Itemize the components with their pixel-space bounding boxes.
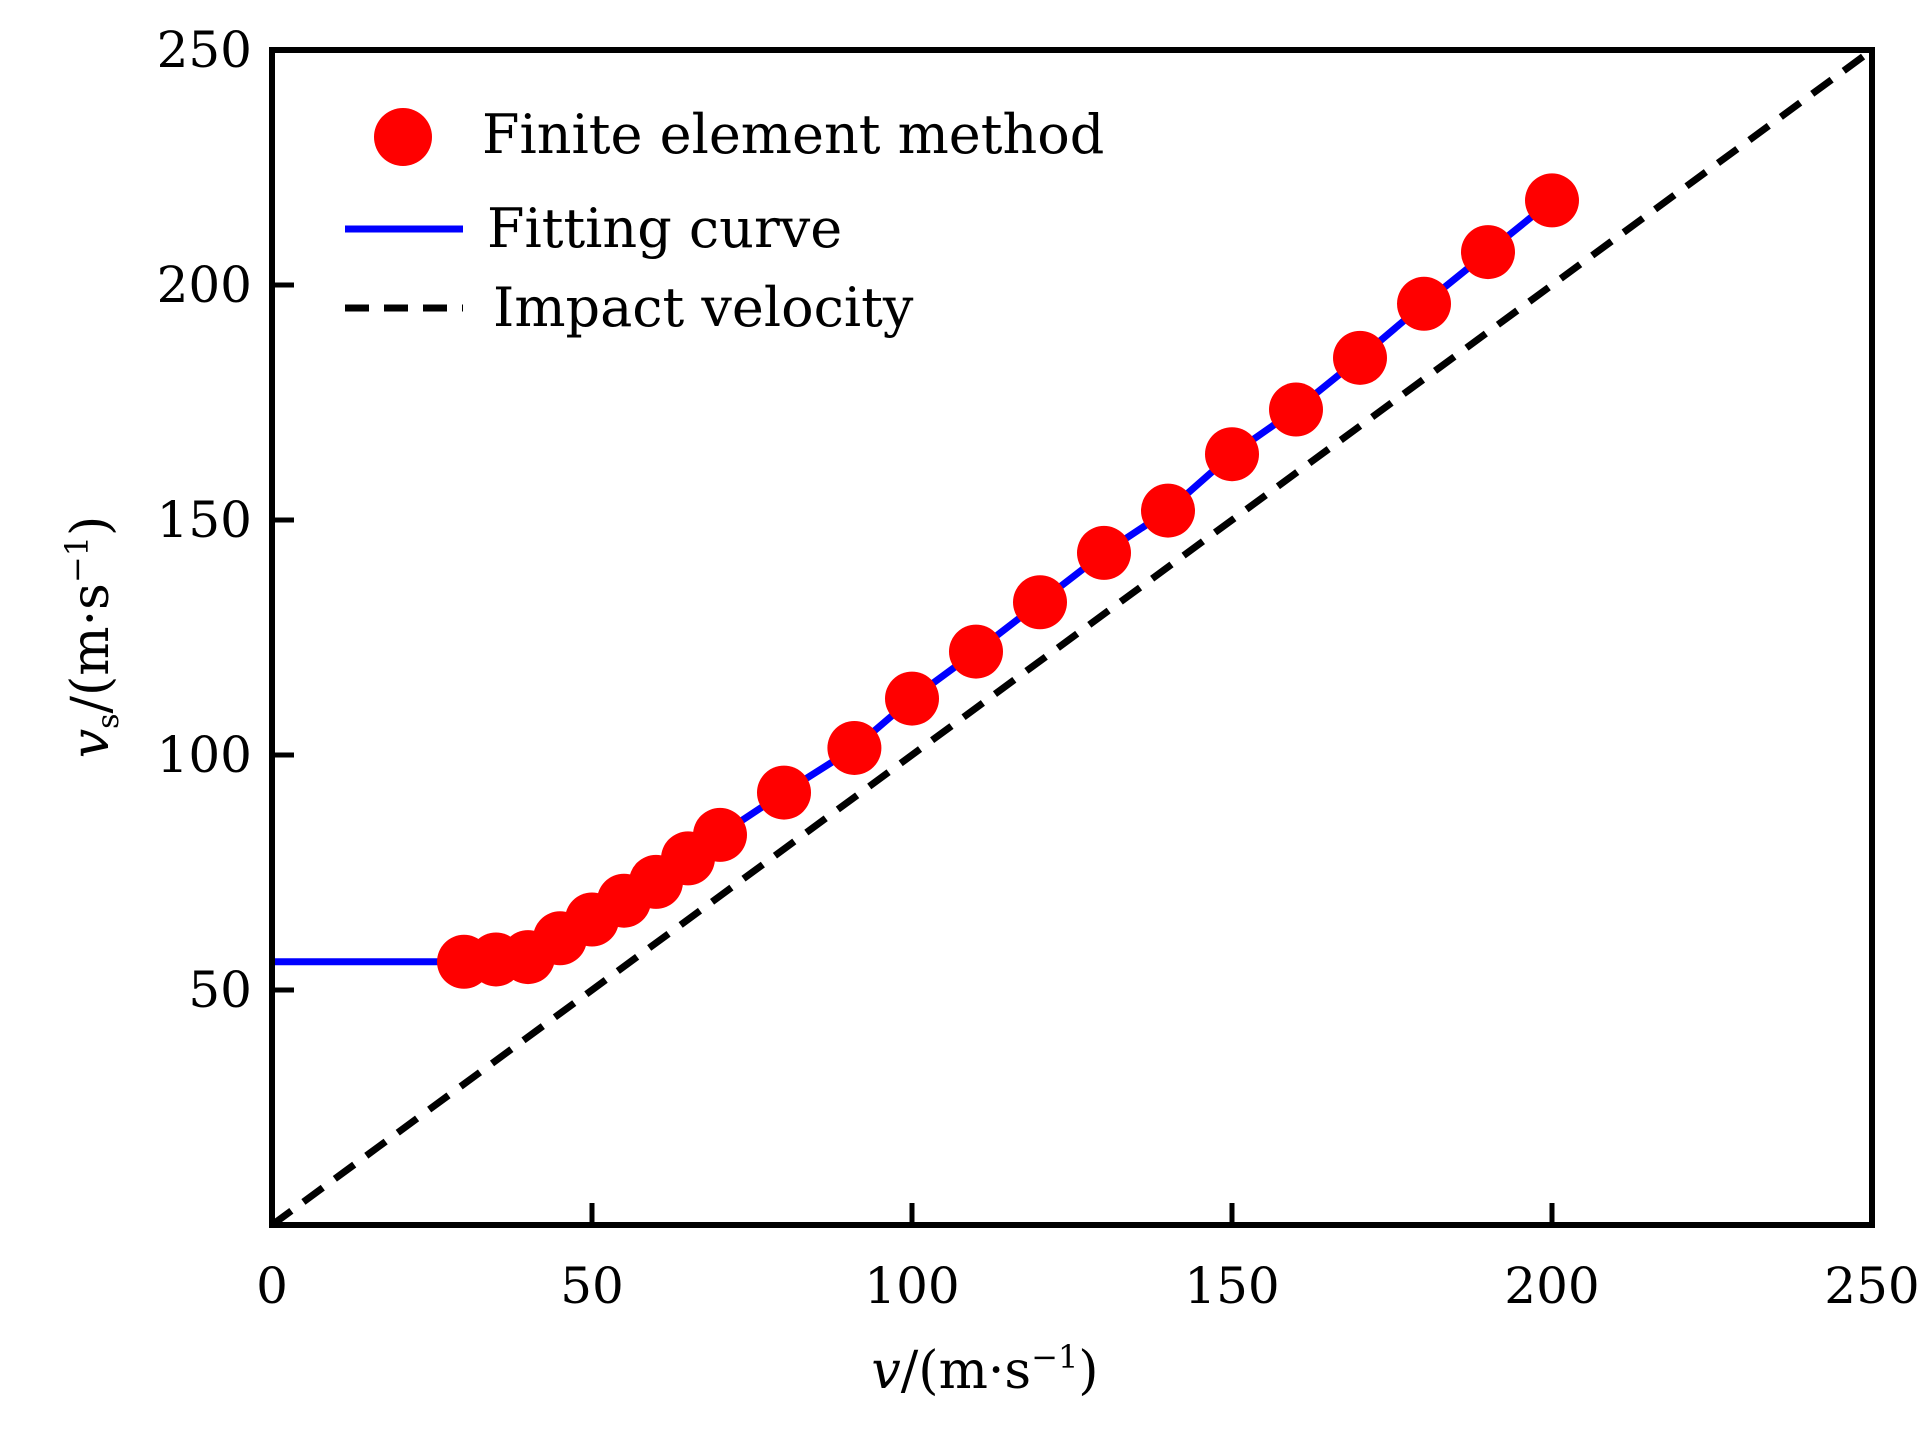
y-axis-label-close: ): [61, 516, 121, 536]
x-axis-label-unit: /(m·s: [901, 1341, 1031, 1401]
series-layer: [272, 50, 1872, 1225]
x-tick-label: 100: [864, 1257, 959, 1315]
x-axis-label-var: v: [871, 1341, 900, 1401]
x-tick-label: 250: [1824, 1257, 1919, 1315]
y-axis-label-unit: /(m·s: [61, 583, 121, 713]
legend-marker-fem: [374, 108, 432, 166]
x-axis-label-sup: −1: [1031, 1338, 1078, 1376]
legend-label-fitting: Fitting curve: [487, 197, 842, 260]
fem-point: [1013, 575, 1067, 630]
fem-point: [757, 765, 811, 820]
fem-point: [1141, 483, 1195, 538]
impact-velocity-line: [272, 50, 1872, 1225]
fem-point: [1461, 225, 1515, 280]
legend: Finite element method Fitting curve Impa…: [345, 103, 1104, 339]
fem-point: [1397, 276, 1451, 331]
x-tick-label: 0: [256, 1257, 288, 1315]
legend-label-fem: Finite element method: [482, 103, 1104, 166]
y-tick-label: 200: [157, 256, 252, 314]
x-tick-label: 200: [1504, 1257, 1599, 1315]
y-axis-label-sup: −1: [58, 536, 96, 583]
y-axis-label: vs/(m·s−1): [58, 516, 126, 759]
ticks-layer: 0 50 100 150 200 250 50 100 150 200 250: [157, 21, 1920, 1315]
fem-point: [1205, 427, 1259, 482]
y-tick-label: 150: [157, 491, 252, 549]
fem-point: [827, 720, 882, 775]
fem-point: [949, 624, 1003, 679]
x-axis-label-close: ): [1078, 1341, 1098, 1401]
y-tick-label: 50: [188, 961, 252, 1019]
fem-point: [885, 671, 939, 726]
x-tick-label: 50: [560, 1257, 624, 1315]
fem-point: [1269, 382, 1323, 437]
y-axis-label-sub: s: [91, 714, 126, 729]
x-tick-label: 150: [1184, 1257, 1279, 1315]
y-axis-label-var: v: [61, 729, 121, 758]
fem-point: [693, 807, 747, 862]
fem-point: [1077, 525, 1131, 580]
legend-label-impact: Impact velocity: [493, 276, 914, 339]
fem-point: [1525, 173, 1579, 228]
y-tick-label: 250: [157, 21, 252, 79]
x-axis-label: v/(m·s−1): [871, 1338, 1098, 1401]
plot-frame: [269, 47, 1875, 1228]
fem-point: [1333, 330, 1387, 385]
y-tick-label: 100: [157, 726, 252, 784]
